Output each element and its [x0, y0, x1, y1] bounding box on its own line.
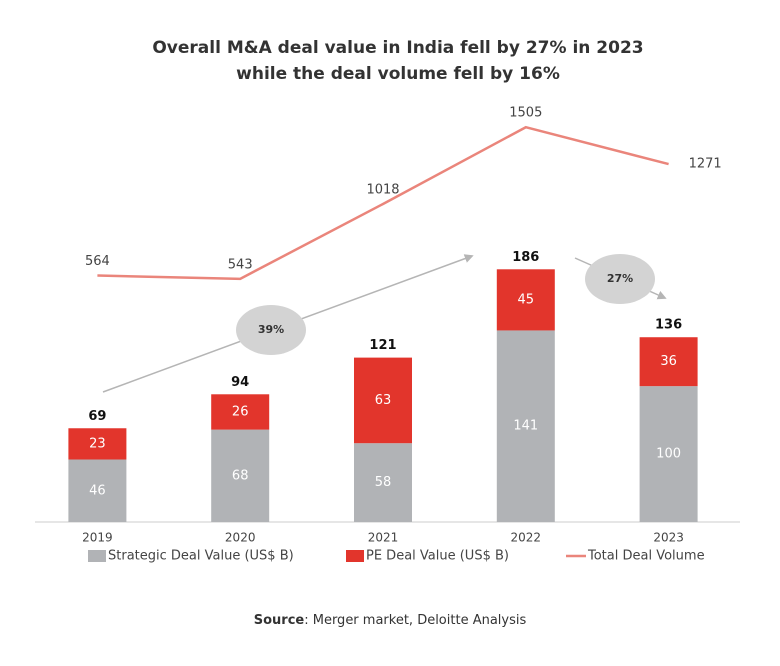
bar-segment	[68, 428, 127, 460]
total-label: 186	[512, 250, 539, 265]
value-label: 23	[89, 436, 106, 451]
chart-title: while the deal volume fell by 16%	[236, 64, 560, 84]
legend-label: Strategic Deal Value (US$ B)	[108, 549, 294, 564]
value-label: 100	[656, 447, 681, 462]
annotation: 27%	[607, 272, 633, 285]
bar-segment	[639, 386, 698, 522]
bar-segment	[354, 443, 412, 522]
value-label: 36	[660, 354, 677, 369]
value-label: 45	[518, 292, 535, 307]
value-label: 63	[375, 393, 392, 408]
legend-swatch	[88, 550, 106, 562]
line-label: 1271	[689, 157, 722, 172]
legend-label: PE Deal Value (US$ B)	[366, 549, 509, 564]
line	[97, 125, 669, 281]
chart-title: Overall M&A deal value in India fell by …	[152, 38, 643, 58]
line-label: 543	[228, 257, 253, 272]
value-label: 46	[89, 483, 106, 498]
total-label: 136	[655, 318, 682, 333]
total-label: 69	[88, 409, 106, 424]
x-tick-label: 2020	[225, 531, 256, 545]
value-label: 26	[232, 404, 249, 419]
x-tick-label: 2022	[511, 531, 542, 545]
bar-segment	[211, 394, 270, 430]
legend-label: Total Deal Volume	[587, 549, 705, 564]
source-label: Source	[254, 613, 305, 628]
bar-segment	[639, 337, 698, 387]
bar-segment	[68, 459, 127, 522]
x-tick-label: 2023	[653, 531, 684, 545]
line-label: 564	[85, 254, 110, 269]
total-label: 121	[369, 338, 396, 353]
bar-segment	[354, 357, 412, 444]
bar-segment	[496, 269, 555, 331]
annotation: 39%	[258, 323, 284, 336]
line-label: 1018	[366, 182, 399, 197]
x-tick-label: 2019	[82, 531, 113, 545]
value-label: 141	[513, 419, 538, 434]
bar-segment	[496, 330, 555, 522]
source: Source: Merger market, Deloitte Analysis	[254, 613, 527, 628]
bar-segment	[211, 429, 270, 522]
source-text: : Merger market, Deloitte Analysis	[304, 613, 526, 628]
legend-swatch	[346, 550, 364, 562]
annotation-bubble	[236, 305, 306, 355]
x-tick-label: 2021	[368, 531, 399, 545]
annotation-bubble	[585, 254, 655, 304]
total-label: 94	[231, 375, 249, 390]
value-label: 68	[232, 468, 249, 483]
value-label: 58	[375, 475, 392, 490]
line-label: 1505	[509, 106, 542, 121]
